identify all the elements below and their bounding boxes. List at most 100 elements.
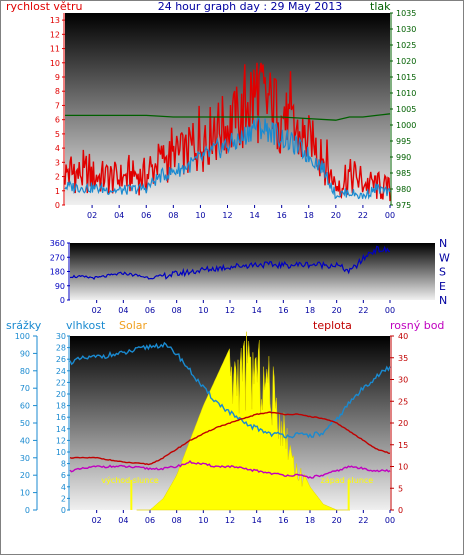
rain-y-tick-label: 0: [25, 506, 30, 515]
wind-y-tick-label: 9: [55, 73, 60, 82]
pressure-y-tick-label: 1035: [396, 9, 416, 18]
compass-label: W: [439, 251, 450, 264]
x-tick-label: 18: [305, 306, 315, 315]
pressure-y-tick-label: 1000: [396, 121, 416, 130]
direction-y-tick-label: 270: [50, 253, 65, 262]
pressure-y-tick-label: 1010: [396, 89, 416, 98]
x-tick-label: 00: [385, 211, 395, 220]
wind-y-tick-label: 11: [50, 45, 60, 54]
x-tick-label: 10: [198, 516, 208, 525]
pressure-y-tick-label: 985: [396, 169, 411, 178]
x-tick-label: 12: [225, 306, 235, 315]
x-tick-label: 14: [249, 211, 259, 220]
pressure-y-tick-label: 975: [396, 201, 411, 210]
direction-y-tick-label: 0: [60, 296, 65, 305]
rain-y-tick-label: 90: [20, 349, 30, 358]
humidity-y-tick-label: 2: [61, 494, 66, 503]
x-tick-label: 12: [225, 516, 235, 525]
x-tick-label: 08: [172, 516, 182, 525]
rain-y-tick-label: 40: [20, 436, 30, 445]
compass-label: S: [439, 266, 446, 279]
wind-panel: [65, 13, 390, 205]
x-tick-label: 20: [331, 211, 341, 220]
humidity-y-tick-label: 12: [56, 436, 66, 445]
pressure-line: [65, 113, 391, 121]
pressure-y-tick-label: 1030: [396, 25, 416, 34]
x-tick-label: 00: [385, 306, 395, 315]
wind-y-tick-label: 12: [50, 30, 60, 39]
solar-axis-title: Solar: [119, 319, 148, 332]
temp-y-tick-label: 25: [398, 397, 408, 406]
humidity-axis-title: vlhkost: [66, 319, 106, 332]
x-tick-label: 16: [278, 306, 288, 315]
pressure-y-tick-label: 1025: [396, 41, 416, 50]
page-title: 24 hour graph day : 29 May 2013: [158, 0, 343, 13]
humidity-y-tick-label: 6: [61, 471, 66, 480]
rain-y-tick-label: 70: [20, 384, 30, 393]
x-tick-label: 06: [145, 516, 155, 525]
x-tick-label: 02: [92, 306, 102, 315]
temp-axis-title: teplota: [313, 319, 352, 332]
humidity-y-tick-label: 4: [61, 483, 66, 492]
humidity-y-tick-label: 10: [56, 448, 66, 457]
x-tick-label: 18: [304, 211, 314, 220]
humidity-y-tick-label: 8: [61, 460, 66, 469]
rain-axis-title: srážky: [6, 319, 42, 332]
wind-y-tick-label: 4: [55, 144, 60, 153]
x-tick-label: 16: [277, 211, 287, 220]
temperature-line: [69, 411, 391, 466]
x-tick-label: 00: [385, 516, 395, 525]
temp-y-tick-label: 15: [398, 441, 408, 450]
pressure-y-tick-label: 1020: [396, 57, 416, 66]
sunrise-label: východ slunce: [101, 476, 158, 485]
compass-label: N: [439, 294, 447, 307]
sunset-label: západ slunce: [321, 476, 374, 485]
pressure-y-tick-label: 1015: [396, 73, 416, 82]
wind-y-tick-label: 10: [50, 59, 60, 68]
pressure-y-tick-label: 990: [396, 153, 411, 162]
x-tick-label: 20: [332, 306, 342, 315]
x-tick-label: 06: [141, 211, 151, 220]
humidity-y-tick-label: 18: [56, 402, 66, 411]
humidity-y-tick-label: 0: [61, 506, 66, 515]
x-tick-label: 02: [92, 516, 102, 525]
wind-y-tick-label: 2: [55, 173, 60, 182]
x-tick-label: 14: [252, 516, 262, 525]
dew-point-line: [69, 460, 391, 479]
x-tick-label: 22: [358, 516, 368, 525]
x-tick-label: 20: [332, 516, 342, 525]
humidity-y-tick-label: 26: [56, 355, 66, 364]
x-tick-label: 08: [172, 306, 182, 315]
wind-average-line: [64, 114, 391, 200]
wind-y-tick-label: 3: [55, 158, 60, 167]
rain-y-tick-label: 30: [20, 454, 30, 463]
temp-y-tick-label: 0: [398, 506, 403, 515]
x-tick-label: 18: [305, 516, 315, 525]
temp-y-tick-label: 30: [398, 376, 408, 385]
rain-y-tick-label: 20: [20, 471, 30, 480]
wind-y-tick-label: 13: [50, 16, 60, 25]
rain-y-tick-label: 100: [15, 332, 30, 341]
x-tick-label: 04: [114, 211, 124, 220]
pressure-y-tick-label: 1005: [396, 105, 416, 114]
pressure-y-tick-label: 995: [396, 137, 411, 146]
direction-line: [69, 245, 391, 280]
x-tick-label: 22: [358, 211, 368, 220]
rain-y-tick-label: 60: [20, 402, 30, 411]
pressure-y-tick-label: 980: [396, 185, 411, 194]
x-tick-label: 10: [198, 306, 208, 315]
direction-y-tick-label: 180: [50, 268, 65, 277]
x-tick-label: 22: [358, 306, 368, 315]
wind-y-tick-label: 1: [55, 187, 60, 196]
wind-y-tick-label: 7: [55, 101, 60, 110]
temp-y-tick-label: 35: [398, 354, 408, 363]
humidity-y-tick-label: 30: [56, 332, 66, 341]
humidity-y-tick-label: 28: [56, 344, 66, 353]
temp-y-tick-label: 10: [398, 463, 408, 472]
temp-y-tick-label: 40: [398, 332, 408, 341]
rain-y-tick-label: 50: [20, 419, 30, 428]
wind-y-tick-label: 6: [55, 116, 60, 125]
dew-axis-title: rosný bod: [390, 319, 444, 332]
humidity-y-tick-label: 16: [56, 413, 66, 422]
